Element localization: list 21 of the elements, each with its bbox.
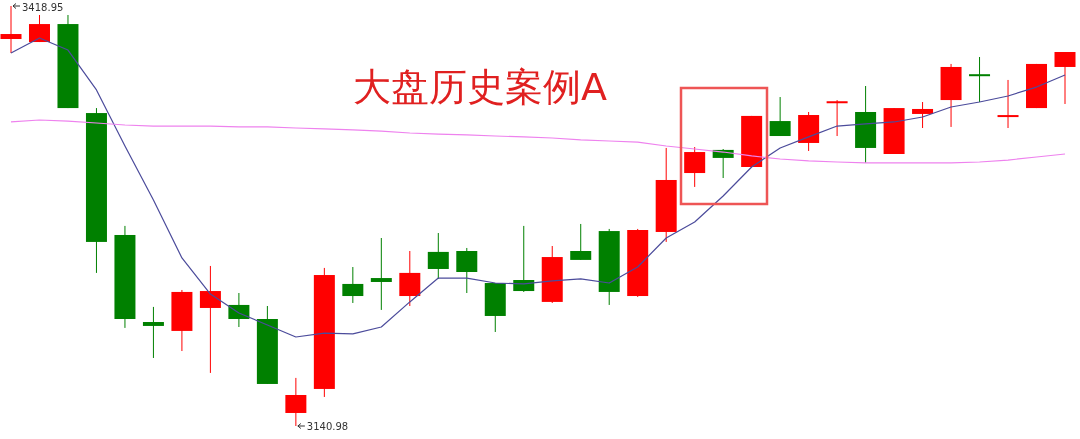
candlestick xyxy=(826,99,848,137)
candlestick xyxy=(912,101,934,129)
annotation: 3418.95 xyxy=(22,2,64,13)
candlestick xyxy=(427,232,449,280)
candlestick xyxy=(684,146,706,188)
candlestick xyxy=(0,5,22,54)
candlestick xyxy=(456,247,478,294)
candlestick xyxy=(370,237,392,311)
candlestick xyxy=(769,96,791,137)
candlestick xyxy=(997,79,1019,129)
candlestick xyxy=(570,223,592,261)
candlestick xyxy=(199,265,221,374)
candlestick xyxy=(342,266,364,304)
candlestick xyxy=(28,14,50,43)
text: 大盘历史案例A xyxy=(353,65,607,109)
candlestick xyxy=(1054,51,1076,105)
candlestick xyxy=(969,56,991,103)
annotation: 3140.98 xyxy=(306,421,349,432)
candlestick xyxy=(285,377,307,427)
candlestick xyxy=(142,306,164,359)
candlestick xyxy=(399,250,421,307)
